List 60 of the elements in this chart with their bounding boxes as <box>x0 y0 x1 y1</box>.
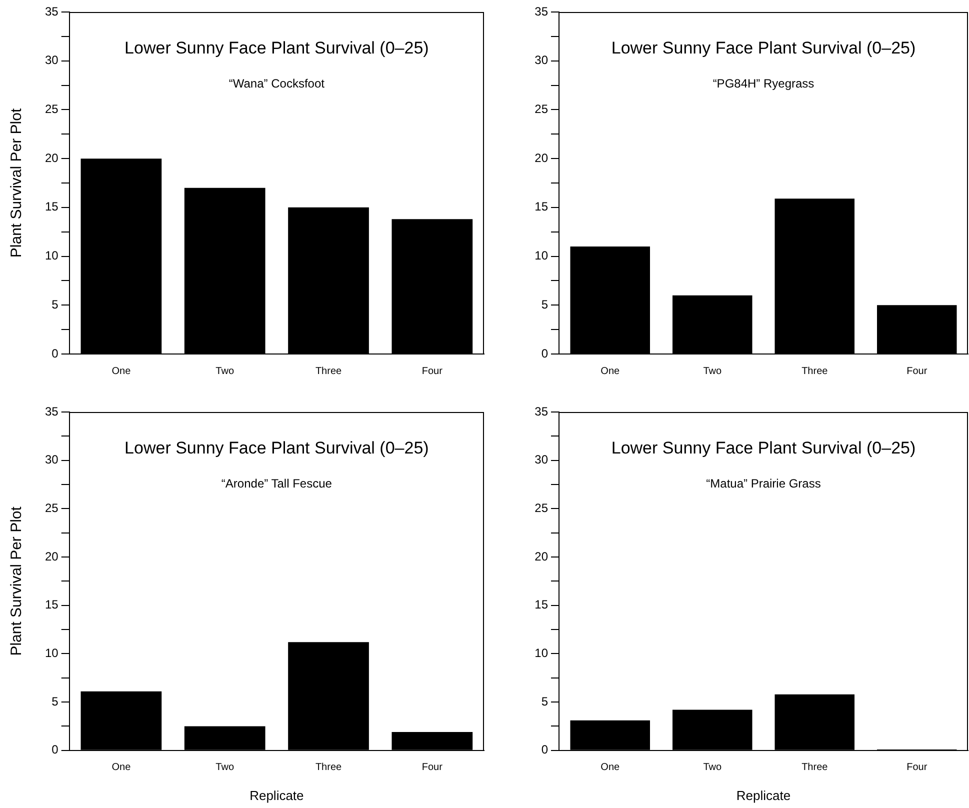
y-tick-label: 30 <box>534 452 548 467</box>
text: Lower Sunny Face Plant Survival (0–25) <box>124 438 429 458</box>
text: Lower Sunny Face Plant Survival (0–25) <box>611 38 916 58</box>
y-tick-label: 10 <box>534 646 548 660</box>
y-tick-label: 0 <box>52 346 59 360</box>
y-axis-title: Plant Survival Per Plot <box>8 108 26 258</box>
y-tick-label: 15 <box>44 598 59 612</box>
x-axis-title: Replicate <box>250 788 304 803</box>
y-tick-label: 5 <box>541 694 548 708</box>
x-tick-label: One <box>600 366 620 377</box>
y-tick-label: 35 <box>534 404 548 418</box>
y-axis-title: Plant Survival Per Plot <box>8 506 26 656</box>
y-tick-label: 10 <box>44 646 59 660</box>
x-axis-title: Replicate <box>736 788 791 803</box>
y-tick-label: 30 <box>534 53 548 68</box>
y-tick-label: 5 <box>52 694 59 708</box>
y-tick-label: 25 <box>534 102 548 116</box>
x-tick-label: Four <box>906 762 928 774</box>
y-tick-label: 30 <box>44 53 59 68</box>
y-tick-label: 0 <box>541 346 548 360</box>
x-tick-label: Four <box>906 366 928 377</box>
y-tick-label: 25 <box>534 501 548 515</box>
x-tick-label: Three <box>802 762 828 774</box>
x-tick-label: Four <box>422 762 444 774</box>
x-tick-label: Three <box>315 366 342 377</box>
y-tick-label: 0 <box>541 742 548 757</box>
y-tick-label: 35 <box>44 4 59 18</box>
x-tick-label: Two <box>216 366 234 377</box>
y-tick-label: 10 <box>534 248 548 263</box>
y-tick-label: 10 <box>44 248 59 263</box>
y-tick-label: 15 <box>534 598 548 612</box>
x-tick-label: Three <box>802 366 828 377</box>
x-tick-label: One <box>112 366 132 377</box>
x-tick-label: One <box>112 762 132 774</box>
y-tick-label: 5 <box>541 297 548 312</box>
y-tick-label: 15 <box>44 200 59 214</box>
y-tick-label: 20 <box>44 549 59 564</box>
text: Lower Sunny Face Plant Survival (0–25) <box>611 438 916 458</box>
x-tick-label: Two <box>703 762 722 774</box>
y-tick-label: 35 <box>44 404 59 418</box>
text: Lower Sunny Face Plant Survival (0–25) <box>124 38 429 58</box>
x-tick-label: Four <box>422 366 444 377</box>
text: “Aronde” Tall Fescue <box>221 476 332 490</box>
y-tick-label: 20 <box>534 150 548 165</box>
text: “PG84H” Ryegrass <box>712 76 814 90</box>
y-tick-label: 30 <box>44 452 59 467</box>
y-tick-label: 15 <box>534 200 548 214</box>
y-tick-label: 25 <box>44 501 59 515</box>
x-tick-label: Two <box>216 762 234 774</box>
y-tick-label: 35 <box>534 4 548 18</box>
x-tick-label: Two <box>703 366 722 377</box>
y-tick-label: 20 <box>44 150 59 165</box>
y-tick-label: 20 <box>534 549 548 564</box>
y-tick-label: 25 <box>44 102 59 116</box>
text: “Matua” Prairie Grass <box>706 476 821 490</box>
text: “Wana” Cocksfoot <box>228 76 326 90</box>
x-tick-label: Three <box>315 762 342 774</box>
y-tick-label: 5 <box>52 297 59 312</box>
y-tick-label: 0 <box>52 742 59 757</box>
x-tick-label: One <box>600 762 620 774</box>
